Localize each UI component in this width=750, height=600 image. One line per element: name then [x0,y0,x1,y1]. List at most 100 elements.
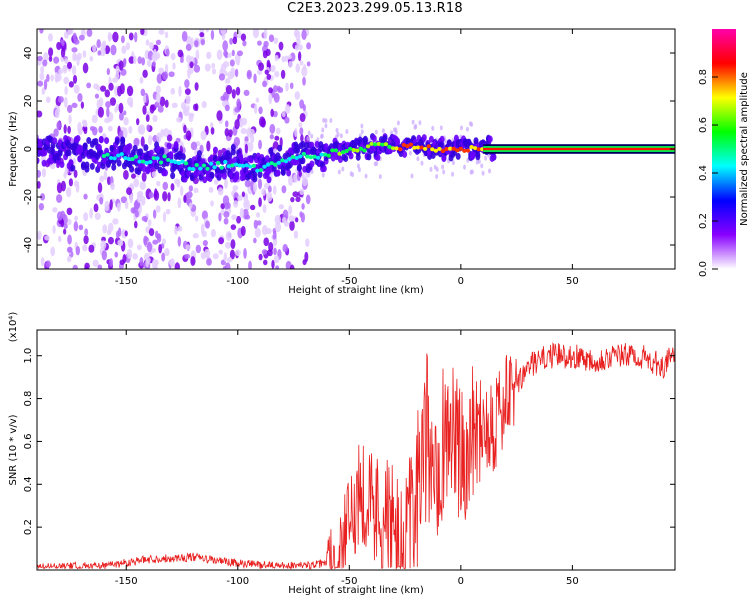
ridge-core [365,144,371,149]
noise-speckle [319,133,323,139]
noise-speckle [137,125,143,134]
noise-speckle [106,68,111,76]
noise-speckle [270,108,274,118]
noise-speckle [60,47,66,58]
noise-speckle [96,85,101,91]
ridge-blob [300,157,306,165]
noise-speckle [289,220,295,231]
noise-speckle [201,210,208,220]
noise-speckle [324,118,328,124]
noise-speckle [185,36,192,45]
noise-speckle [185,43,192,51]
ridge-core [397,147,403,152]
ridge-blob [129,165,135,173]
noise-speckle [151,259,157,269]
ridge-core [422,146,428,151]
ridge-core [323,152,328,157]
ridge-core [469,145,474,150]
noise-speckle [45,260,51,268]
ridge-core [251,163,257,168]
noise-speckle [297,44,303,51]
noise-speckle [147,219,152,227]
noise-speckle [72,74,78,84]
noise-speckle [156,132,162,143]
noise-speckle [297,51,302,62]
ridge-core [140,159,146,164]
noise-speckle [142,105,147,115]
noise-speckle [167,192,171,202]
ridge-core [151,156,157,161]
ridge-core [248,164,253,169]
noise-speckle [433,164,437,170]
ridge-blob [177,153,183,161]
noise-speckle [162,181,169,191]
noise-speckle [93,203,99,213]
noise-speckle [42,59,48,67]
noise-speckle [236,98,241,109]
noise-speckle [74,180,80,188]
noise-speckle [290,52,296,62]
ridge-core [390,146,396,151]
noise-speckle [165,48,170,57]
colorbar-tick-label: 0.0 [698,261,709,277]
noise-speckle [335,127,339,133]
colorbar-ticks: 0.0 0.2 0.4 0.6 0.8 [698,69,718,277]
noise-speckle [193,103,198,111]
ridge-core [415,145,421,150]
noise-speckle [210,29,215,40]
noise-speckle [176,179,181,188]
noise-speckle [78,224,84,231]
noise-speckle [266,59,271,69]
noise-speckle [183,124,187,134]
noise-speckle [265,228,272,235]
noise-speckle [63,76,70,85]
noise-speckle [67,234,72,245]
noise-speckle [226,202,231,209]
noise-speckle [164,99,169,108]
noise-speckle [60,219,65,228]
ridge-blob [75,134,81,142]
noise-speckle [39,72,45,81]
noise-speckle [329,117,333,123]
noise-speckle [50,246,56,257]
ridge-core [112,156,117,161]
noise-speckle [132,253,138,260]
chart-title: C2E3.2023.299.05.13.R18 [287,1,463,16]
noise-speckle [101,250,108,261]
noise-speckle [140,136,145,147]
ridge-core [433,148,439,153]
noise-speckle [130,173,136,179]
noise-speckle [431,125,435,131]
noise-speckle [58,68,63,75]
ridge-blob [439,141,445,149]
noise-speckle [177,236,182,247]
ridge-blob [421,134,427,142]
noise-speckle [240,225,246,237]
noise-speckle [244,179,251,188]
noise-speckle [145,39,150,46]
ridge-blob [173,141,179,149]
noise-speckle [56,41,62,51]
noise-speckle [66,246,73,253]
ridge-blob [41,148,47,156]
noise-speckle [299,112,306,123]
ridge-blob [96,143,102,151]
noise-speckle [465,126,469,132]
ridge-blob [159,148,165,156]
noise-speckle [233,136,241,147]
noise-speckle [156,73,163,84]
noise-speckle [305,194,311,205]
ridge-core [144,160,149,165]
noise-speckle [218,73,226,81]
noise-speckle [396,120,400,126]
ridge-core [158,160,164,165]
noise-speckle [179,185,184,197]
ridge-core [412,145,417,150]
ridge-blob [275,169,281,177]
noise-speckle [170,183,175,191]
noise-speckle [177,197,182,209]
noise-speckle [41,168,46,178]
noise-speckle [155,92,161,103]
noise-speckle [206,258,212,266]
ridge-core [476,147,481,152]
